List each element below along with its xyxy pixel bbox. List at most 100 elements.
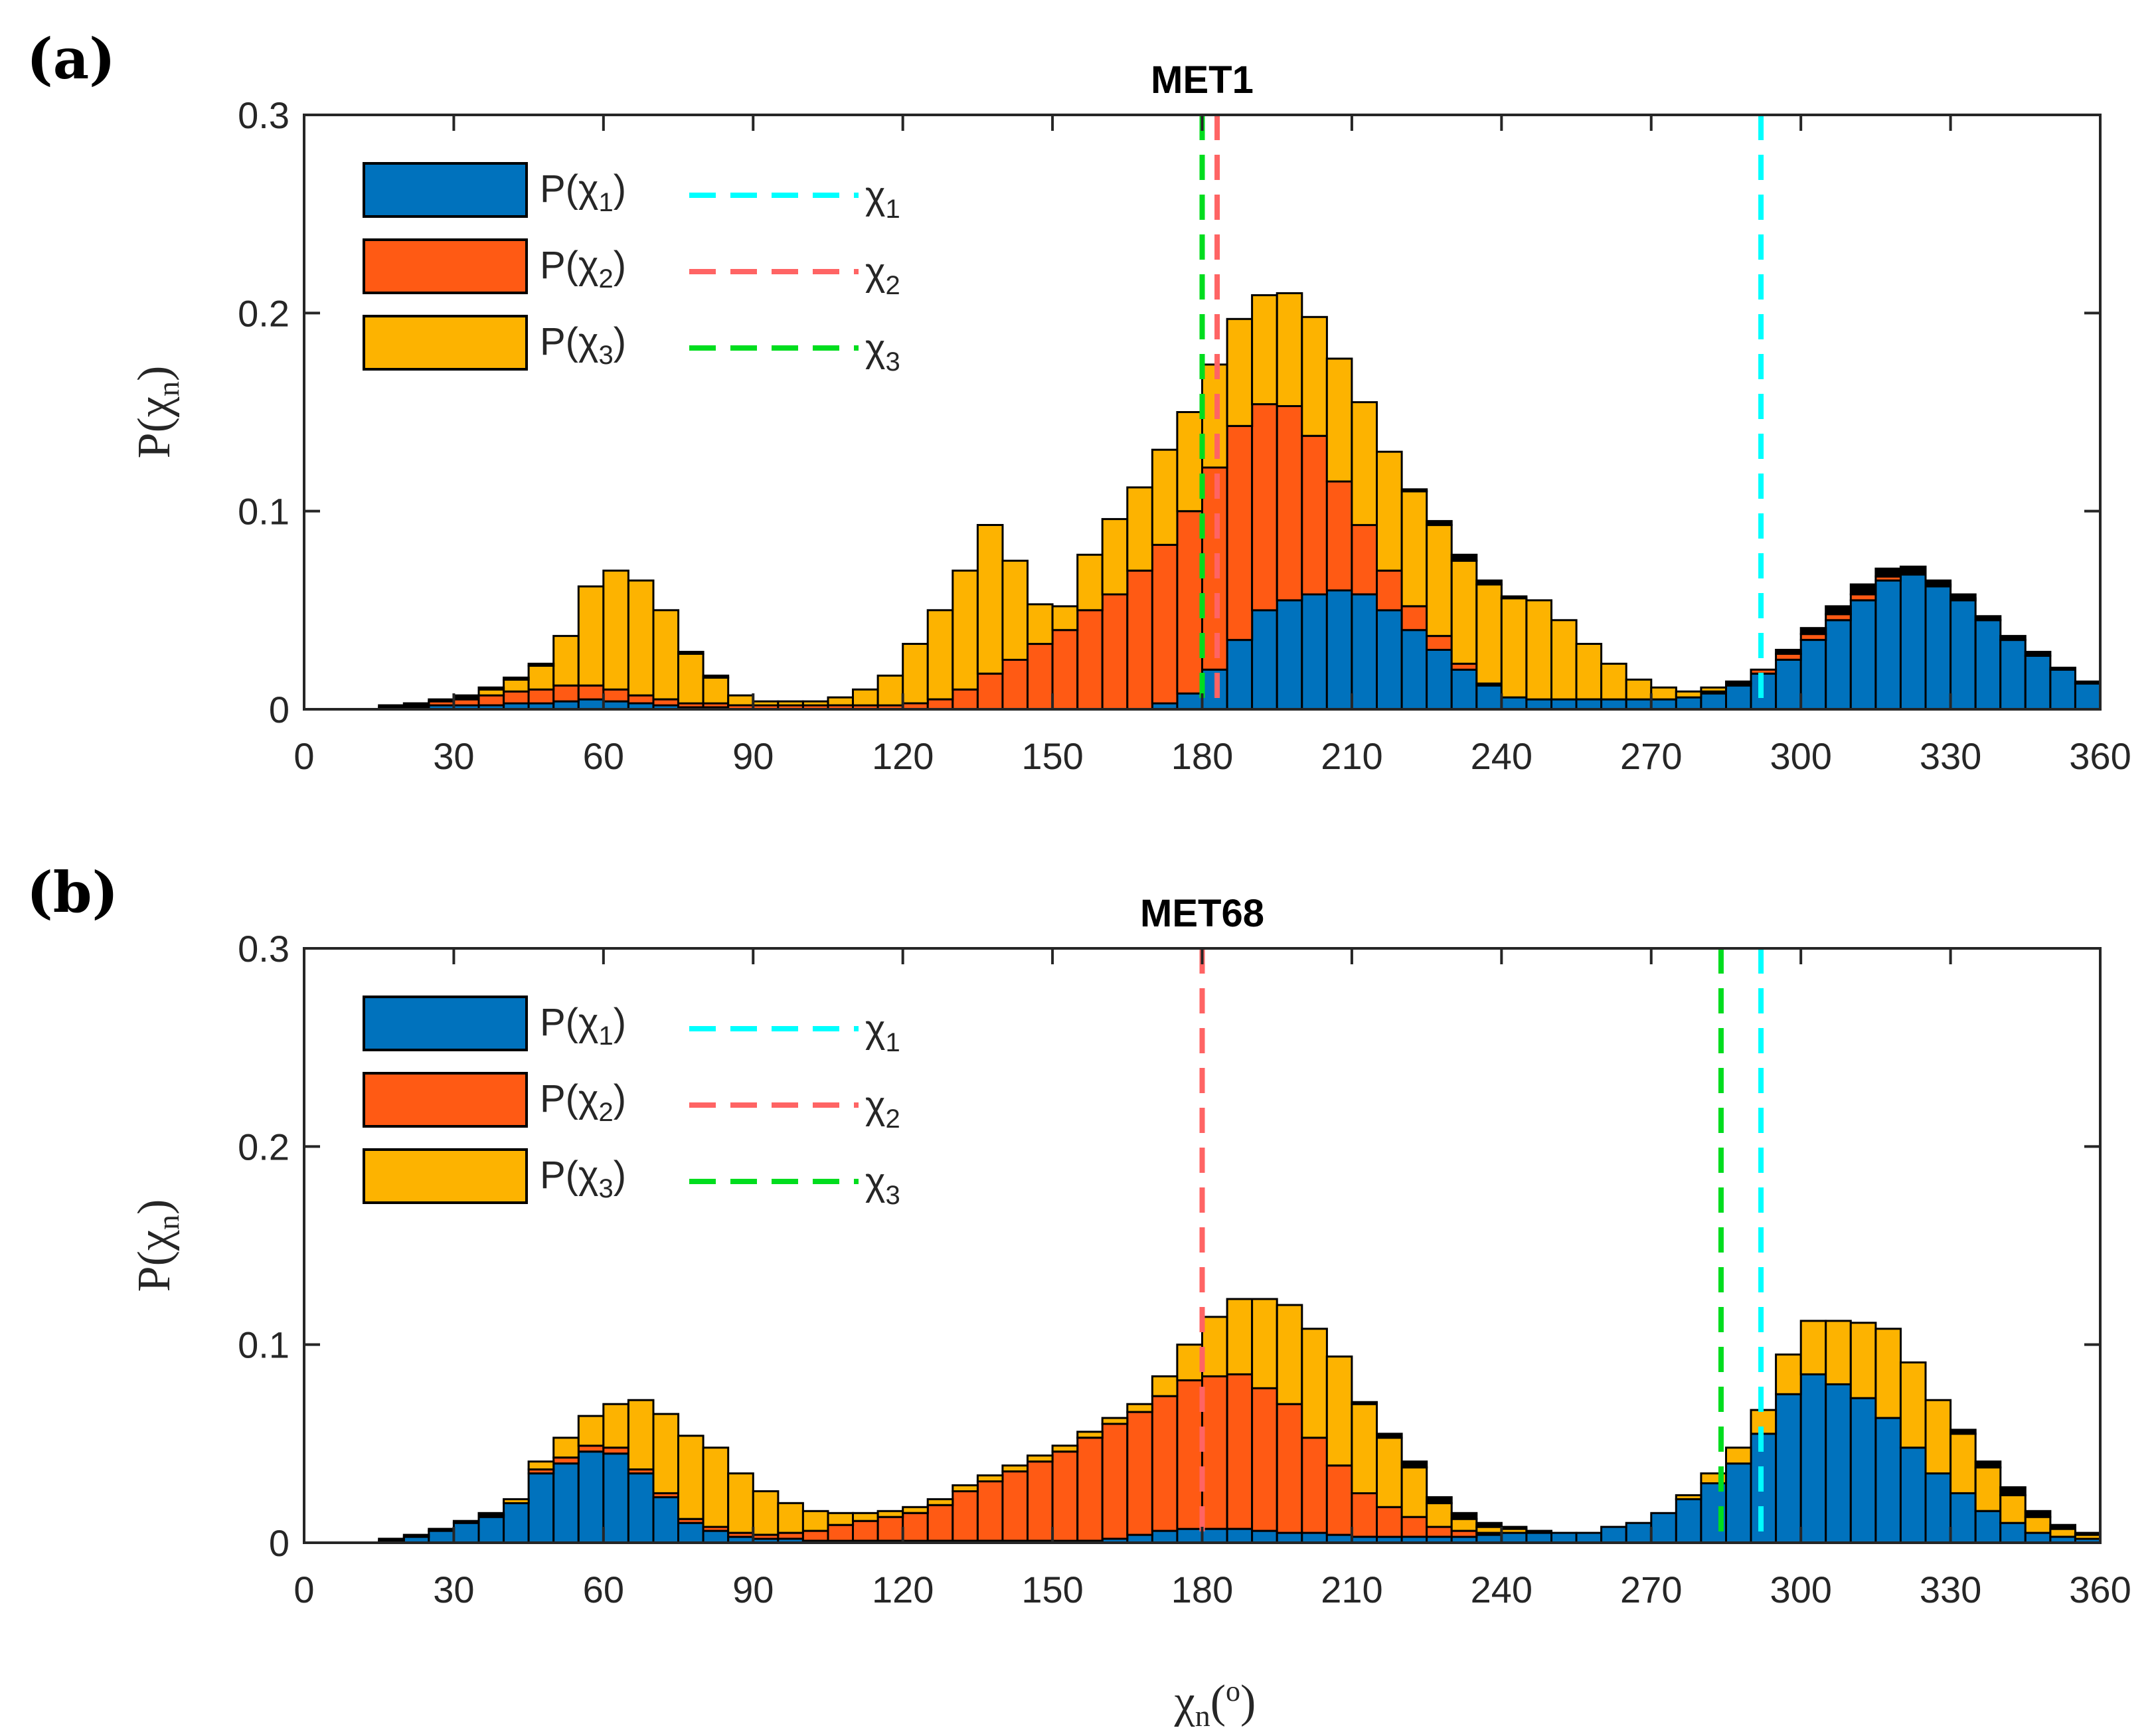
bar [976, 1480, 1004, 1542]
y-tick-label: 0.3 [238, 94, 290, 136]
bar [1725, 1446, 1752, 1465]
bar [1276, 599, 1303, 711]
bar [876, 1516, 904, 1542]
bar [1575, 698, 1603, 711]
bar [1251, 1298, 1278, 1389]
bar [926, 609, 954, 701]
bar [1899, 565, 1927, 574]
bar [1101, 593, 1129, 711]
bar [1176, 1344, 1204, 1381]
bar [1400, 605, 1428, 632]
bar [1426, 524, 1453, 638]
bar [627, 1399, 655, 1471]
bar [1849, 1322, 1877, 1399]
bar [503, 676, 530, 681]
bar [1825, 605, 1852, 616]
bar [1301, 315, 1328, 437]
bar [1500, 1525, 1528, 1530]
x-tick-label: 300 [1770, 1569, 1831, 1610]
bar [952, 688, 979, 711]
bar [1475, 1521, 1503, 1528]
bar [452, 1521, 480, 1544]
x-tick-label: 210 [1321, 735, 1382, 777]
bar [952, 1490, 979, 1542]
legend-line-label: χ1 [865, 1007, 900, 1057]
bar [527, 664, 555, 691]
y-axis-label: P(χn) [129, 366, 185, 459]
bar [1874, 1417, 1902, 1544]
bar [1426, 520, 1453, 527]
bar [1201, 1316, 1228, 1377]
y-tick-label: 0.2 [238, 1126, 290, 1168]
bar [1675, 696, 1702, 711]
bar [1799, 627, 1827, 636]
bar [1575, 643, 1603, 701]
bar [1949, 599, 1977, 711]
bar [1226, 1298, 1254, 1375]
bar [1027, 1460, 1054, 1542]
bar [627, 579, 655, 697]
bar [1450, 1518, 1478, 1532]
bar [1426, 1502, 1453, 1528]
bar [1426, 1496, 1453, 1504]
bar [827, 696, 855, 707]
x-tick-label: 60 [583, 735, 624, 777]
bar-series-orange [527, 1373, 1503, 1542]
y-tick-label: 0 [269, 689, 290, 731]
bar [2024, 655, 2052, 711]
bar [1899, 573, 1927, 711]
bar [503, 1502, 530, 1544]
bar [1376, 569, 1403, 612]
x-tick-label: 240 [1471, 735, 1533, 777]
bar [1974, 1460, 2002, 1469]
bar [926, 1504, 954, 1542]
bar [2049, 1527, 2076, 1538]
x-tick-label: 240 [1471, 1569, 1533, 1610]
legend: P(χ1) χ1 P(χ2) χ2 P(χ3) χ3 [363, 162, 900, 377]
bar [1650, 1512, 1677, 1544]
legend-entry-2: P(χ2) χ2 [363, 1072, 900, 1134]
bar [1027, 1454, 1054, 1463]
bar [602, 569, 629, 691]
bar-series-blue [378, 573, 2102, 711]
bar [1999, 639, 2027, 711]
bar [1849, 599, 1877, 711]
bar [1076, 1431, 1104, 1439]
bar-stack [378, 1298, 2102, 1544]
x-tick-label: 360 [2069, 735, 2131, 777]
bar [702, 674, 730, 679]
bar [876, 1510, 904, 1518]
panel-label: (b) [27, 859, 118, 925]
legend-line-label: χ1 [865, 174, 900, 224]
bar [1251, 609, 1278, 711]
legend-swatch [363, 238, 528, 294]
bar [1351, 1492, 1378, 1538]
legend-swatch [363, 1148, 528, 1204]
bar [1151, 1375, 1179, 1397]
bar [1550, 619, 1578, 701]
bar [1226, 317, 1254, 427]
bar [1251, 1529, 1278, 1544]
bar [1899, 1361, 1927, 1449]
bar [1351, 1401, 1378, 1405]
bar [1775, 1393, 1802, 1544]
bar [1376, 1436, 1403, 1508]
bar [552, 635, 580, 687]
legend-swatch [363, 315, 528, 371]
legend-label: P(χ1) [540, 1001, 626, 1051]
legend-label: P(χ3) [540, 1154, 626, 1203]
legend-label: P(χ1) [540, 167, 626, 217]
x-tick-label: 270 [1620, 1569, 1682, 1610]
bar [702, 676, 730, 705]
bar [1226, 1527, 1254, 1544]
bar [1874, 567, 1902, 578]
chart-panel-2: (b) MET68 0 30 60 90 120 150 180 210 240 270 300 330 3… [27, 859, 2131, 1610]
bar [1874, 579, 1902, 711]
bar [1924, 579, 1952, 586]
bar [1301, 1531, 1328, 1544]
bar [1600, 698, 1627, 711]
bar [1301, 1436, 1328, 1534]
x-tick-label: 150 [1021, 735, 1083, 777]
x-tick-label: 300 [1770, 735, 1831, 777]
bar [727, 1472, 754, 1534]
